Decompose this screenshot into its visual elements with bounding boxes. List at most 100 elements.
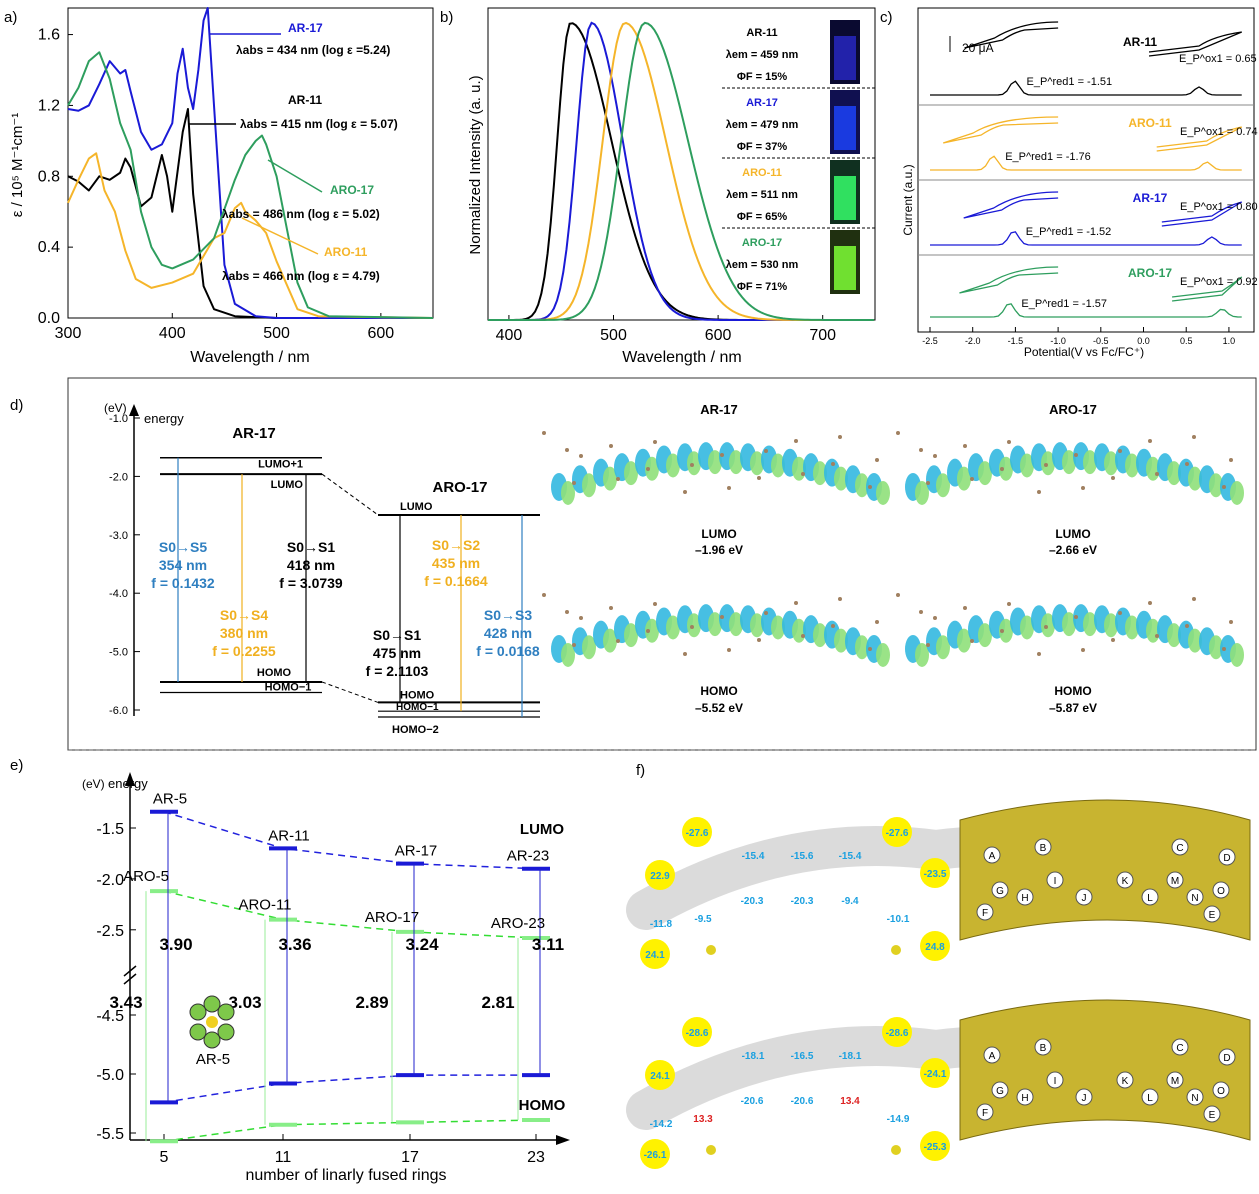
atom-dot <box>896 431 900 435</box>
d-trans-label: S0→S4 <box>220 607 268 623</box>
orbital-lobe-green <box>624 461 638 486</box>
atom-dot <box>1185 624 1189 628</box>
f-nics-value: -18.1 <box>839 1051 862 1062</box>
b-legend-name: AR-11 <box>746 27 777 39</box>
orbital-lobe-green <box>750 613 764 638</box>
e-ytick-label: -1.5 <box>96 821 124 838</box>
atom-dot <box>609 606 613 610</box>
atom-dot <box>838 597 842 601</box>
f-ring-label: C <box>1176 1043 1183 1054</box>
d-ytick-label: -2.0 <box>109 471 128 483</box>
panel-e-series: (eV) energy -1.5 -2.0 -2.5 -4.5 -5.0 -5.5 5 11 17 2… <box>82 772 570 1166</box>
d-ar17-title: AR-17 <box>232 425 275 442</box>
d-trans-f: f = 0.1664 <box>424 573 488 589</box>
d-ytick-label: -3.0 <box>109 530 128 542</box>
d-trans-nm: 380 nm <box>220 625 268 641</box>
orbital-lobe-green <box>855 473 869 498</box>
b-vial-glow <box>834 36 856 80</box>
c-row-name: AR-11 <box>1123 35 1157 49</box>
d-orb-label: HOMO <box>700 684 737 698</box>
f-nics-value: -16.5 <box>791 1051 814 1062</box>
d-ar17-homo1-label: HOMO−1 <box>265 681 312 693</box>
f-ring-label-bg <box>1166 1071 1184 1089</box>
f-ring-label-bg <box>1034 838 1052 856</box>
atom-dot <box>764 611 768 615</box>
arrow-aro17 <box>267 159 323 193</box>
f-ring-label: A <box>989 851 996 862</box>
f-aromatic-ring <box>645 1060 675 1090</box>
atom-dot <box>1155 634 1159 638</box>
f-acid-plot: A B C D G H I J K L M N O F E <box>959 999 1251 1141</box>
orbital-lobe-green <box>624 623 638 648</box>
atom-dot <box>572 643 576 647</box>
f-ring-label-bg <box>1075 888 1093 906</box>
f-nics-value: -9.5 <box>694 914 712 925</box>
b-series-ar-17 <box>488 21 874 321</box>
orbital-lobe-green <box>750 451 764 476</box>
a-xtick-label: 400 <box>159 325 186 342</box>
e-aro-label: ARO-23 <box>491 915 545 932</box>
atom-dot <box>963 606 967 610</box>
b-series-aro-11 <box>488 21 874 321</box>
panel-a-absorption-chart: 300 400 500 600 0.0 0.4 0.8 1.2 1.6 Wavelength /… <box>9 7 434 366</box>
f-ring-label: B <box>1040 1043 1047 1054</box>
ring <box>217 1023 235 1041</box>
f-ring-label-bg <box>1218 1048 1236 1066</box>
b-vial-glow <box>834 176 856 220</box>
b-series-aro-17 <box>488 21 874 321</box>
d-trans-label: S0→S1 <box>287 539 335 555</box>
panel-label-c: c) <box>880 9 893 26</box>
orbital-lobe-green <box>771 615 785 640</box>
f-acid-surface <box>959 799 1251 941</box>
d-orb-label: –5.52 eV <box>695 701 743 715</box>
c-xtick-label: 0.0 <box>1137 336 1150 346</box>
f-aromatic-ring <box>645 860 675 890</box>
scale-label: 20 μA <box>962 41 994 55</box>
e-gap-aro: 3.03 <box>228 993 261 1012</box>
panel-e-xlabel: number of linarly fused rings <box>246 1167 447 1184</box>
d-trans-label: S0→S5 <box>159 539 207 555</box>
orbital-lobe-green <box>876 642 890 667</box>
e-gap-ar: 3.11 <box>532 935 564 954</box>
d-axis-title: energy <box>144 411 184 426</box>
orbital-lobe-green <box>855 635 869 660</box>
atom-dot <box>609 444 613 448</box>
f-ring-label-bg <box>1016 888 1034 906</box>
c-xtick-label: -0.5 <box>1093 336 1109 346</box>
e-ytick-label: -2.0 <box>96 872 124 889</box>
atom-dot <box>690 625 694 629</box>
c-ox-label: E_P^ox1 = 0.74 <box>1180 126 1258 138</box>
f-ring-label-bg <box>991 881 1009 899</box>
a-series-aro-11 <box>67 152 434 319</box>
f-ring-label: N <box>1191 1093 1198 1104</box>
f-ring-label: A <box>989 1051 996 1062</box>
atom-dot <box>933 454 937 458</box>
panel-e-chart: (eV) energy -1.5 -2.0 -2.5 -4.5 -5.0 -5.5 5 11 17 2… <box>82 772 570 1184</box>
atom-dot <box>616 639 620 643</box>
f-nics-value: -11.8 <box>650 919 673 930</box>
a-ytick-label: 0.4 <box>38 239 60 256</box>
atom-dot <box>1192 597 1196 601</box>
c-dpv-trace <box>930 303 1242 318</box>
f-acid-plot: A B C D G H I J K L M N O F E <box>959 799 1251 941</box>
d-ytick-label: -5.0 <box>109 647 128 659</box>
atom-dot <box>875 458 879 462</box>
a-ytick-label: 1.2 <box>38 97 60 114</box>
d-trans-nm: 418 nm <box>287 557 335 573</box>
orbital-lobe-green <box>645 618 659 643</box>
f-nics-value: 22.9 <box>650 871 670 882</box>
annot-ar17-name: AR-17 <box>288 21 323 35</box>
annot-aro11-text: λabs = 466 nm (log ε = 4.79) <box>222 269 380 283</box>
orbital-lobe-green <box>708 450 722 475</box>
orbital-lobe-green <box>1188 628 1202 653</box>
b-vial-glow <box>834 246 856 290</box>
panel-f-molecules: 22.9 -27.6 -15.4 -15.6 -15.4 -27.6 -23.5 -11.8 -… <box>626 799 1251 1169</box>
atom-dot <box>1111 638 1115 642</box>
atom-dot <box>1148 439 1152 443</box>
atom-dot <box>646 629 650 633</box>
orbital-lobe-green <box>1167 623 1181 648</box>
atom-dot <box>1192 435 1196 439</box>
atom-dot <box>1081 486 1085 490</box>
d-orbital-images: AR-17 ARO-17 LUMO –1.96 eV LUMO –2.66 eV HOMO –… <box>542 402 1244 715</box>
atom-dot <box>720 615 724 619</box>
